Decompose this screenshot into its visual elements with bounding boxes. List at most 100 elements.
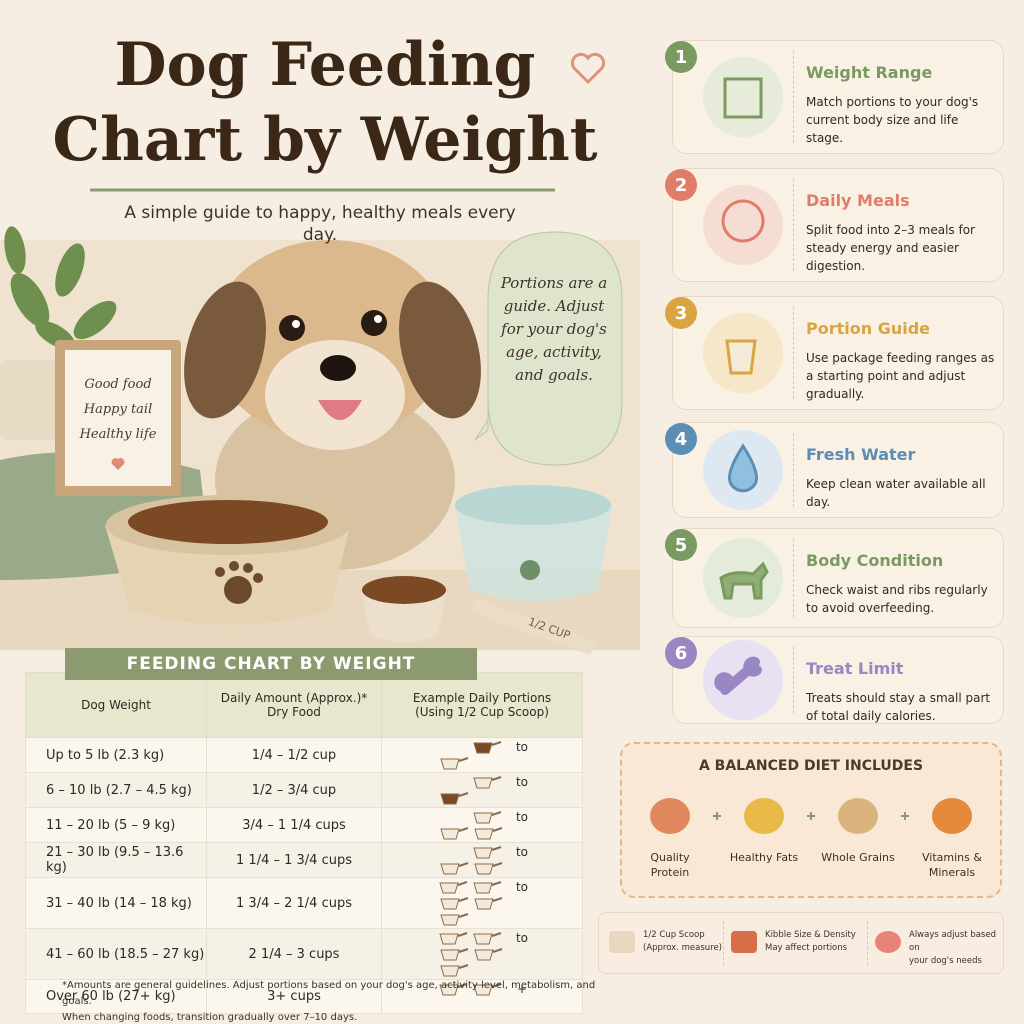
portion-connector: to (515, 844, 529, 859)
table-body: Up to 5 lb (2.3 kg) 1/4 – 1/2 cup to 6 – 10… (25, 737, 583, 1014)
icon-bg (703, 185, 783, 265)
column-header-line: Dog Weight (81, 698, 151, 712)
cup-body (473, 777, 493, 789)
heart (570, 52, 606, 85)
portion-example: to (381, 842, 583, 878)
cup-body (473, 812, 493, 824)
cup-icon (474, 862, 503, 875)
cup-icon (440, 792, 469, 805)
step-text: Split food into 2–3 meals for steady ene… (806, 223, 975, 273)
step-card: 3 Portion Guide Use package feeding ranges… (665, 296, 1004, 410)
cup-handle (491, 741, 502, 746)
column-header-line: Example Daily Portions (412, 691, 552, 705)
cup-body (440, 863, 460, 875)
title: Dog Feeding (114, 30, 536, 100)
footnote-line: *Amounts are general guidelines. Adjust … (62, 980, 596, 1007)
portion-example: to (381, 737, 583, 773)
food-bowl (105, 495, 350, 625)
dog-weight: 6 – 10 lb (2.7 – 4.5 kg) (25, 772, 207, 808)
dog-weight: 31 – 40 lb (14 – 18 kg) (25, 877, 207, 929)
portion-to (437, 895, 527, 927)
footnote: *Amounts are general guidelines. Adjust … (62, 978, 602, 1024)
daily-amount: 1 1/4 – 1 3/4 cups (206, 842, 382, 878)
cup-handle (457, 983, 468, 988)
separator (793, 51, 794, 143)
step-text: Use package feeding ranges as a starting… (806, 351, 995, 401)
step-title: Daily Meals (806, 191, 910, 210)
subtitle: A simple guide to happy, healthy meals e… (124, 203, 516, 245)
portion-from (424, 930, 504, 946)
daily-amount: 1/4 – 1/2 cup (206, 737, 382, 773)
plus-sign (901, 812, 909, 820)
title: Chart by Weight (52, 105, 598, 175)
diet-label: Whole Grains (821, 851, 895, 864)
cup-icon (440, 897, 469, 910)
cup-body (440, 758, 460, 770)
cup-body (440, 949, 460, 961)
step-text: Keep clean water available all day. (806, 477, 986, 509)
cup-handle (491, 776, 502, 781)
portion-connector: to (515, 879, 529, 894)
cup-body (474, 828, 494, 840)
diet-icons (650, 798, 972, 834)
portion-connector: to (515, 930, 529, 945)
dog-weight: Over 60 lb (27+ kg) (25, 979, 207, 1014)
cup-icon (440, 964, 469, 977)
dog-weight: 41 – 60 lb (18.5 – 27 kg) (25, 928, 207, 980)
cup-handle (457, 932, 468, 937)
step-title: Weight Range (806, 63, 933, 82)
table-row: Over 60 lb (27+ kg) 3+ cups + (25, 979, 583, 1014)
step-title: Portion Guide (806, 319, 931, 338)
bubble-text: Portions are a guide. Adjust for your do… (500, 274, 608, 384)
cup-body (474, 949, 494, 961)
step-title: Body Condition (806, 551, 944, 570)
diet-icon (838, 798, 878, 834)
table-row: 21 – 30 lb (9.5 – 13.6 kg) 1 1/4 – 1 3/4 … (25, 842, 583, 878)
table-title: FEEDING CHART BY WEIGHT (65, 648, 477, 680)
tip-text: your dog's needs (909, 956, 982, 966)
step-number: 2 (665, 169, 697, 201)
diet-icon (650, 798, 690, 834)
cup-body (474, 863, 494, 875)
column-header-line: Dry Food (267, 705, 321, 719)
scoop: 1/2 CUP (362, 576, 596, 655)
cup-body (440, 914, 460, 926)
portion-to (437, 946, 527, 978)
tip-text: (Approx. measure) (643, 943, 722, 953)
cup-icon (440, 913, 469, 926)
cup-body (473, 742, 493, 754)
cup-handle (492, 862, 503, 867)
cup-handle (492, 948, 503, 953)
daily-amount: 2 1/4 – 3 cups (206, 928, 382, 980)
cup-handle (491, 881, 502, 886)
portion-from (424, 981, 504, 997)
tip-icon (731, 931, 757, 953)
cup-icon (440, 948, 469, 961)
step-icon (703, 538, 783, 618)
tip-text: May affect portions (765, 943, 848, 953)
table-row: 31 – 40 lb (14 – 18 kg) 1 3/4 – 2 1/4 cup… (25, 877, 583, 929)
cup-icon (473, 881, 502, 894)
tip-separator (723, 921, 724, 965)
daily-amount: 1/2 – 3/4 cup (206, 772, 382, 808)
column-header: Daily Amount (Approx.)* Dry Food (206, 672, 382, 738)
portion-to (437, 755, 527, 771)
icon-shape (714, 656, 762, 695)
tip-title: Always adjust based on (909, 930, 996, 953)
step-icon (703, 185, 783, 265)
cup-handle (457, 881, 468, 886)
portion-from (424, 774, 504, 790)
portion-example: to (381, 807, 583, 843)
separator (793, 307, 794, 399)
cup-handle (491, 811, 502, 816)
icon-bg (703, 57, 783, 137)
step-card: 6 Treat Limit Treats should stay a small p… (665, 636, 1004, 724)
step-title: Fresh Water (806, 445, 916, 464)
cup-icon (473, 932, 502, 945)
step-number: 1 (665, 41, 697, 73)
cup-body (439, 933, 459, 945)
cup-icon (474, 948, 503, 961)
